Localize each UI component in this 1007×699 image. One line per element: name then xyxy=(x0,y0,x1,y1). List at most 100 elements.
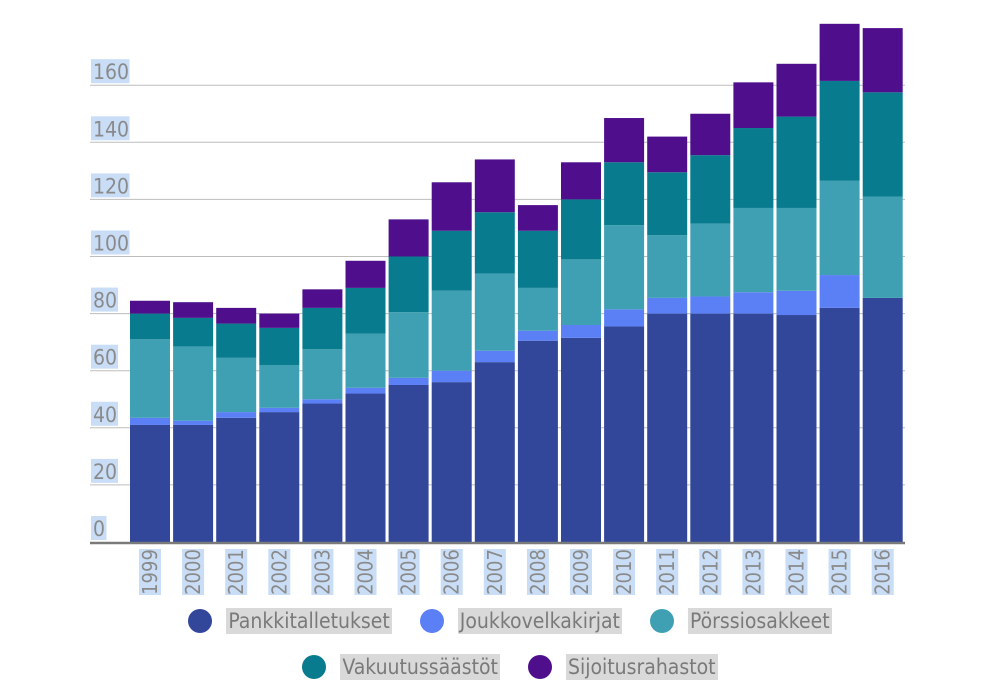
bar-2005-pörssiosakkeet xyxy=(388,312,429,378)
bar-2013-pankkitalletukset xyxy=(733,313,774,542)
bar-1999-sijoitusrahastot xyxy=(130,300,170,314)
x-tick-highlight-2005 xyxy=(397,549,420,595)
bar-2007-vakuutussäästöt xyxy=(474,212,515,274)
bar-2010-vakuutussäästöt xyxy=(604,162,645,226)
y-tick-label-160: 160 xyxy=(93,60,129,84)
bar-2009-vakuutussäästöt xyxy=(561,199,601,260)
legend-item-sijoitusrahastot: Sijoitusrahastot xyxy=(527,652,718,682)
x-tick-label-1999: 1999 xyxy=(138,549,162,595)
bar-2002-vakuutussäästöt xyxy=(259,327,300,365)
bar-2013-sijoitusrahastot xyxy=(733,82,774,129)
bar-2001-pankkitalletukset xyxy=(216,417,257,542)
bar-2008-joukkovelkakirjat xyxy=(517,330,558,341)
bar-2010-pörssiosakkeet xyxy=(604,225,645,310)
bar-2015-sijoitusrahastot xyxy=(819,23,860,81)
legend-marker xyxy=(188,609,213,633)
x-tick-highlight-1999 xyxy=(139,549,161,595)
bar-2002-pankkitalletukset xyxy=(259,412,300,542)
bar-2009-pankkitalletukset xyxy=(561,337,601,542)
bar-2015-joukkovelkakirjat xyxy=(819,275,860,308)
bar-2009-sijoitusrahastot xyxy=(561,162,601,200)
y-tick-highlight-0 xyxy=(91,516,107,540)
x-tick-label-2015: 2015 xyxy=(828,549,852,595)
bar-2000-joukkovelkakirjat xyxy=(173,420,214,425)
legend-marker xyxy=(527,655,552,679)
legend-marker xyxy=(302,655,327,679)
x-tick-label-2003: 2003 xyxy=(310,549,334,595)
bar-2013-joukkovelkakirjat xyxy=(733,292,774,314)
x-tick-label-2010: 2010 xyxy=(612,549,636,595)
bar-2004-vakuutussäästöt xyxy=(345,287,386,334)
x-tick-label-2012: 2012 xyxy=(698,549,722,595)
bar-2003-pörssiosakkeet xyxy=(302,349,343,400)
bar-2012-joukkovelkakirjat xyxy=(690,296,731,314)
bar-2001-sijoitusrahastot xyxy=(216,307,257,324)
bar-2016-sijoitusrahastot xyxy=(862,28,903,93)
y-tick-highlight-120 xyxy=(91,173,130,198)
x-tick-label-2001: 2001 xyxy=(224,549,248,595)
x-tick-highlight-2010 xyxy=(613,549,636,595)
x-tick-highlight-2007 xyxy=(483,549,506,595)
bar-2011-pankkitalletukset xyxy=(647,313,688,542)
bar-2004-pörssiosakkeet xyxy=(345,333,386,388)
bar-2008-sijoitusrahastot xyxy=(517,205,558,231)
bar-2003-vakuutussäästöt xyxy=(302,307,343,350)
x-tick-label-2004: 2004 xyxy=(354,549,378,595)
bar-2010-pankkitalletukset xyxy=(604,326,645,542)
bar-2015-pankkitalletukset xyxy=(819,307,860,542)
bar-2015-pörssiosakkeet xyxy=(819,180,860,276)
legend-item-joukkovelkakirjat: Joukkovelkakirjat xyxy=(419,606,622,636)
x-tick-label-2014: 2014 xyxy=(785,549,809,595)
bar-2003-joukkovelkakirjat xyxy=(302,399,343,404)
x-tick-highlight-2016 xyxy=(871,549,894,595)
x-tick-label-2013: 2013 xyxy=(741,549,765,595)
bar-2002-pörssiosakkeet xyxy=(259,364,300,408)
legend-label: Pankkitalletukset xyxy=(226,608,392,634)
x-tick-label-2008: 2008 xyxy=(526,549,550,595)
bar-2010-sijoitusrahastot xyxy=(604,118,645,163)
bar-2008-pörssiosakkeet xyxy=(517,287,558,331)
bar-2000-vakuutussäästöt xyxy=(173,317,214,347)
bar-2016-pankkitalletukset xyxy=(862,297,903,542)
y-tick-highlight-60 xyxy=(91,344,118,369)
bar-2002-joukkovelkakirjat xyxy=(259,407,300,413)
legend: Pankkitalletukset Joukkovelkakirjat Pörssi… xyxy=(80,606,940,682)
y-tick-label-60: 60 xyxy=(93,346,117,370)
legend-marker xyxy=(419,609,444,633)
x-tick-label-2005: 2005 xyxy=(397,549,421,595)
bar-2009-pörssiosakkeet xyxy=(561,259,601,326)
bar-2014-sijoitusrahastot xyxy=(776,63,817,117)
x-tick-label-2007: 2007 xyxy=(483,549,507,595)
x-tick-highlight-2002 xyxy=(268,549,291,595)
x-tick-label-2016: 2016 xyxy=(871,549,895,595)
bar-2008-pankkitalletukset xyxy=(517,340,558,542)
x-tick-highlight-2003 xyxy=(311,549,334,595)
bar-2014-vakuutussäästöt xyxy=(776,116,817,208)
bar-2005-pankkitalletukset xyxy=(388,384,429,542)
bar-2007-joukkovelkakirjat xyxy=(474,350,515,363)
bar-2005-joukkovelkakirjat xyxy=(388,377,429,385)
x-tick-highlight-2012 xyxy=(699,549,722,595)
bar-2012-vakuutussäästöt xyxy=(690,155,731,224)
bar-2016-pörssiosakkeet xyxy=(862,196,903,298)
bar-2014-pörssiosakkeet xyxy=(776,207,817,291)
bar-2012-pörssiosakkeet xyxy=(690,223,731,297)
bar-2000-pankkitalletukset xyxy=(173,424,214,542)
bar-2008-vakuutussäästöt xyxy=(517,230,558,288)
y-tick-label-40: 40 xyxy=(93,403,117,427)
bar-2011-pörssiosakkeet xyxy=(647,235,688,298)
bar-2014-pankkitalletukset xyxy=(776,315,817,542)
bar-2000-sijoitusrahastot xyxy=(173,302,214,318)
bar-2001-joukkovelkakirjat xyxy=(216,412,257,418)
legend-label: Vakuutussäästöt xyxy=(340,654,500,680)
y-tick-highlight-100 xyxy=(91,230,130,255)
bar-2013-pörssiosakkeet xyxy=(733,207,774,293)
bar-2006-joukkovelkakirjat xyxy=(431,370,472,383)
bar-2003-pankkitalletukset xyxy=(302,403,343,542)
x-tick-highlight-2001 xyxy=(225,549,248,595)
y-tick-label-100: 100 xyxy=(93,232,129,256)
bar-2010-joukkovelkakirjat xyxy=(604,309,645,327)
y-tick-highlight-80 xyxy=(91,287,118,312)
bar-2004-joukkovelkakirjat xyxy=(345,387,386,394)
